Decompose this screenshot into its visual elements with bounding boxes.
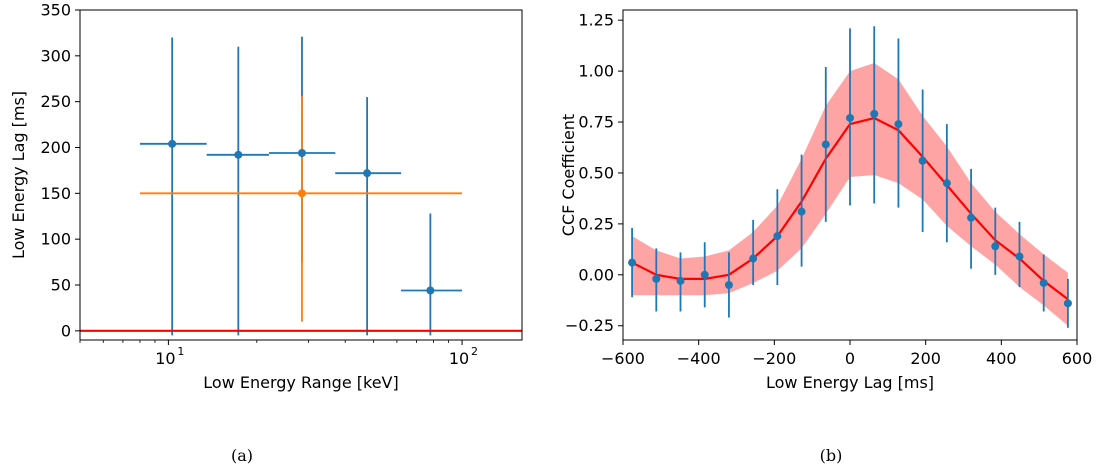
confidence-band [632, 63, 1068, 326]
data-point [870, 109, 879, 118]
y-tick-label: 0.75 [578, 113, 614, 132]
data-point [797, 207, 806, 216]
panel-b: −0.25 0.00 0.25 0.50 0.75 1.00 1.25 −600 −400 −20… [559, 9, 1093, 465]
y-tick-label: 50 [51, 276, 71, 295]
x-tick-label: 0 [845, 349, 855, 368]
data-point [652, 274, 661, 283]
data-point [894, 120, 903, 129]
data-point [297, 149, 306, 157]
y-tick-label: −0.25 [565, 316, 614, 335]
data-point [168, 139, 177, 148]
y-tick-label: 300 [40, 46, 71, 65]
data-point [991, 242, 1000, 251]
y-tick-label: 1.00 [578, 62, 614, 81]
data-point [942, 179, 951, 188]
panel-b-caption: (b) [820, 446, 843, 465]
panel-a-ylabel: Low Energy Lag [ms] [9, 91, 28, 259]
y-tick-label: 0.25 [578, 214, 614, 233]
panel-a-frame [79, 9, 523, 341]
x-tick-label: −600 [601, 349, 645, 368]
data-point [297, 189, 306, 198]
panel-b-xlabel: Low Energy Lag [ms] [766, 373, 934, 392]
x-tick-exponent: 1 [177, 345, 184, 358]
data-point [918, 156, 927, 165]
y-tick-label: 200 [40, 138, 71, 157]
data-point [846, 113, 854, 122]
x-tick-label: −200 [752, 349, 796, 368]
data-point [234, 150, 243, 159]
y-tick-label: 250 [40, 92, 71, 111]
x-tick-label: 200 [910, 349, 941, 368]
y-tick-label: 0 [61, 321, 71, 340]
panel-a-xlabel: Low Energy Range [keV] [203, 373, 398, 392]
data-point [1015, 252, 1024, 261]
x-tick-label: 10 [155, 349, 175, 368]
data-point [821, 140, 830, 149]
data-point [426, 286, 435, 295]
y-tick-label: 1.25 [578, 11, 614, 30]
data-point [628, 258, 637, 267]
panel-b-ylabel: CCF Coefficient [559, 114, 578, 236]
data-point [724, 281, 733, 289]
data-point [676, 276, 685, 285]
x-tick-label: 10 [449, 349, 469, 368]
y-tick-label: 0.50 [578, 163, 614, 182]
y-tick-label: 100 [40, 230, 71, 249]
data-point [700, 270, 709, 279]
data-point [967, 213, 976, 222]
x-tick-label: −400 [677, 349, 721, 368]
x-tick-label: 400 [986, 349, 1017, 368]
x-tick-label: 600 [1062, 349, 1093, 368]
y-tick-label: 350 [40, 1, 71, 20]
x-tick-exponent: 2 [471, 345, 478, 358]
data-point [773, 232, 782, 241]
data-point [1039, 278, 1048, 287]
panel-a-caption: (a) [231, 446, 253, 465]
data-point [363, 169, 372, 178]
y-tick-label: 0.00 [578, 265, 614, 284]
data-point [749, 254, 758, 263]
y-tick-label: 150 [40, 184, 71, 203]
data-point [1063, 299, 1072, 308]
